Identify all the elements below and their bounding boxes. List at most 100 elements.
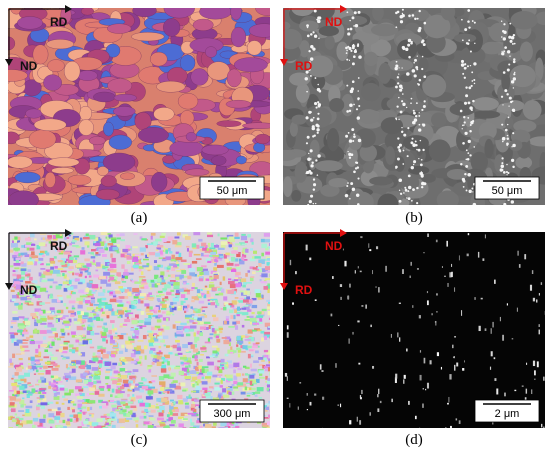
grain bbox=[54, 249, 59, 252]
grain bbox=[63, 342, 68, 345]
grain bbox=[81, 319, 87, 323]
grain bbox=[210, 298, 218, 301]
precipitate bbox=[518, 264, 521, 268]
grain bbox=[148, 386, 156, 389]
precipitate bbox=[490, 328, 492, 334]
grain bbox=[320, 184, 340, 197]
grain bbox=[32, 417, 39, 422]
precipitate bbox=[502, 104, 504, 106]
precipitate bbox=[396, 105, 399, 108]
grain bbox=[45, 272, 53, 276]
grain bbox=[92, 314, 100, 318]
grain bbox=[11, 298, 16, 302]
precipitate bbox=[416, 268, 419, 270]
grain bbox=[175, 289, 181, 295]
grain bbox=[38, 391, 42, 394]
grain bbox=[399, 73, 413, 83]
grain bbox=[101, 401, 108, 404]
grain bbox=[235, 271, 241, 276]
grain bbox=[240, 235, 248, 241]
precipitate bbox=[349, 197, 351, 200]
grain bbox=[97, 351, 101, 355]
grain bbox=[230, 315, 236, 319]
grain bbox=[127, 388, 132, 392]
grain bbox=[190, 68, 209, 86]
grain bbox=[48, 385, 52, 389]
precipitate bbox=[531, 389, 533, 395]
grain bbox=[52, 281, 58, 284]
grain bbox=[47, 315, 54, 320]
grain bbox=[199, 321, 204, 325]
grain bbox=[107, 242, 114, 246]
grain bbox=[291, 190, 302, 202]
precipitate bbox=[357, 177, 360, 180]
precipitate bbox=[510, 158, 515, 162]
grain bbox=[237, 300, 244, 303]
precipitate bbox=[355, 161, 359, 165]
grain bbox=[182, 427, 187, 428]
grain bbox=[146, 294, 150, 298]
grain bbox=[52, 375, 59, 381]
grain bbox=[15, 257, 21, 261]
grain bbox=[197, 317, 202, 321]
precipitate bbox=[503, 23, 506, 26]
grain bbox=[109, 399, 115, 403]
grain bbox=[191, 243, 197, 248]
grain bbox=[99, 308, 104, 312]
grain bbox=[142, 265, 149, 268]
precipitate bbox=[315, 106, 318, 109]
grain bbox=[233, 314, 236, 320]
grain bbox=[89, 360, 96, 364]
grain bbox=[120, 426, 125, 428]
precipitate bbox=[423, 357, 426, 364]
grain bbox=[23, 328, 27, 333]
grain bbox=[88, 275, 92, 278]
grain bbox=[226, 374, 233, 379]
grain bbox=[111, 424, 116, 428]
grain bbox=[242, 253, 247, 258]
grain bbox=[145, 265, 153, 270]
grain bbox=[251, 345, 258, 349]
precipitate bbox=[399, 88, 403, 92]
grain bbox=[253, 250, 258, 254]
grain bbox=[162, 257, 166, 260]
grain bbox=[71, 240, 77, 243]
precipitate bbox=[395, 11, 398, 15]
grain bbox=[108, 268, 114, 271]
precipitate bbox=[418, 78, 422, 82]
grain bbox=[53, 379, 59, 384]
grain bbox=[89, 346, 95, 349]
v-axis-label: RD bbox=[295, 283, 313, 297]
precipitate bbox=[469, 154, 472, 157]
grain bbox=[192, 410, 197, 414]
precipitate bbox=[462, 185, 465, 188]
grain bbox=[251, 271, 256, 275]
precipitate bbox=[395, 26, 398, 29]
grain bbox=[121, 360, 126, 365]
grain bbox=[212, 255, 220, 257]
grain bbox=[31, 251, 35, 256]
precipitate bbox=[407, 43, 411, 47]
grain bbox=[387, 59, 414, 72]
grain bbox=[182, 389, 187, 392]
grain bbox=[264, 331, 270, 335]
precipitate bbox=[500, 20, 503, 22]
precipitate bbox=[399, 192, 403, 195]
grain bbox=[55, 319, 59, 324]
grain bbox=[163, 8, 195, 19]
grain bbox=[211, 426, 216, 428]
grain bbox=[283, 28, 303, 50]
precipitate bbox=[309, 57, 314, 61]
grain bbox=[117, 393, 124, 398]
grain bbox=[18, 375, 25, 379]
grain bbox=[243, 306, 250, 310]
grain bbox=[33, 286, 41, 289]
grain bbox=[249, 258, 256, 262]
precipitate bbox=[317, 154, 321, 158]
precipitate bbox=[375, 286, 377, 288]
grain bbox=[291, 114, 307, 125]
grain bbox=[370, 23, 399, 37]
grain bbox=[259, 279, 262, 282]
grain bbox=[61, 316, 66, 319]
grain bbox=[14, 393, 18, 397]
